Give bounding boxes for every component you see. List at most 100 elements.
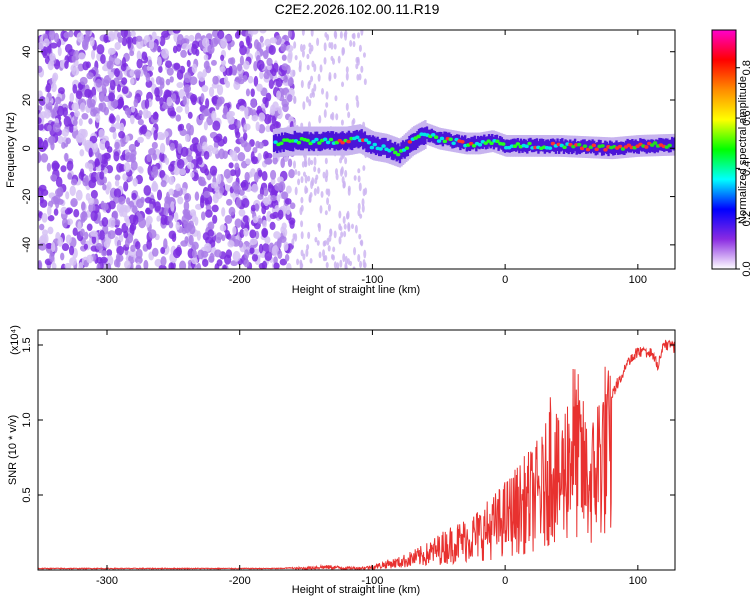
noise-speckle — [65, 137, 71, 145]
noise-speckle — [110, 48, 116, 55]
spectrogram-y-ticks: -40 -20 0 20 40 — [21, 46, 675, 253]
colorbar-tick-label: 0.2 — [741, 211, 750, 226]
noise-speckle — [143, 259, 149, 269]
noise-speckle — [263, 71, 270, 80]
noise-speckle — [159, 77, 165, 86]
noise-speckle — [130, 149, 137, 157]
noise-speckle — [326, 237, 330, 246]
noise-speckle — [175, 105, 183, 113]
noise-speckle — [135, 264, 142, 269]
noise-speckle — [297, 178, 301, 186]
noise-speckle — [64, 208, 72, 215]
ridge-band — [535, 138, 539, 151]
noise-speckle — [168, 262, 175, 269]
ridge-band — [647, 139, 650, 153]
noise-speckle — [312, 91, 316, 98]
ridge-band — [328, 132, 332, 150]
colorbar-tick-label: 0.8 — [741, 60, 750, 75]
noise-speckle — [357, 202, 361, 211]
noise-speckle — [338, 223, 342, 231]
noise-speckle — [173, 62, 181, 70]
noise-speckle — [133, 98, 139, 108]
noise-speckle — [112, 131, 117, 140]
noise-speckle — [75, 189, 83, 201]
noise-speckle — [294, 186, 298, 196]
noise-speckle — [96, 44, 105, 55]
colorbar-tick-label: 0.0 — [741, 261, 750, 276]
noise-speckle — [324, 157, 328, 165]
ridge-band — [505, 139, 508, 153]
noise-speckle — [47, 226, 54, 235]
noise-speckle — [141, 51, 148, 61]
noise-speckle — [281, 222, 287, 230]
noise-speckle — [151, 247, 159, 257]
noise-speckle — [321, 88, 325, 95]
ridge-band — [549, 138, 553, 152]
noise-speckle — [286, 94, 293, 103]
noise-speckle — [214, 263, 220, 269]
noise-speckle — [176, 69, 184, 80]
noise-speckle — [45, 242, 53, 249]
noise-speckle — [158, 264, 167, 269]
noise-speckle — [49, 42, 58, 49]
ridge-core — [355, 135, 360, 140]
noise-speckle — [181, 214, 190, 225]
noise-speckle — [261, 260, 268, 269]
noise-speckle — [332, 246, 336, 253]
noise-speckle — [118, 196, 126, 205]
ridge-band — [506, 139, 510, 153]
noise-speckle — [360, 239, 364, 247]
ridge-band — [648, 140, 652, 153]
noise-speckle — [69, 92, 75, 103]
snr-x-tick-label: 0 — [502, 575, 508, 587]
ridge-core — [585, 147, 591, 152]
ridge-core — [325, 140, 331, 145]
noise-speckle — [135, 35, 143, 42]
noise-speckle — [240, 179, 249, 191]
noise-speckle — [106, 262, 112, 269]
noise-speckle — [100, 154, 108, 165]
noise-speckle — [317, 167, 321, 174]
noise-speckle — [66, 160, 74, 171]
noise-speckle — [241, 198, 250, 208]
noise-speckle — [75, 133, 84, 143]
ridge-core — [512, 144, 518, 149]
noise-speckle — [153, 129, 158, 141]
snr-x-ticks: -300 -200 -100 0 100 — [96, 330, 647, 587]
noise-speckle — [308, 42, 312, 48]
noise-speckle — [352, 118, 356, 125]
noise-speckle — [313, 187, 317, 196]
noise-speckle — [297, 170, 301, 176]
noise-speckle — [294, 55, 298, 61]
noise-speckle — [86, 72, 94, 80]
noise-speckle — [130, 160, 138, 171]
spectrogram-x-tick-label: -300 — [96, 274, 118, 286]
noise-speckle — [221, 207, 226, 217]
noise-speckle — [94, 157, 100, 168]
noise-speckle — [184, 192, 192, 203]
spectrogram-y-axis-label: Frequency (Hz) — [5, 112, 17, 188]
noise-speckle — [39, 195, 44, 204]
spectrogram-x-ticks: -300 -200 -100 0 100 — [96, 30, 647, 286]
noise-speckle — [125, 197, 131, 205]
noise-speckle — [323, 57, 327, 65]
noise-speckle — [71, 102, 80, 112]
noise-speckle — [145, 215, 153, 225]
ridge-band — [578, 141, 582, 155]
noise-speckle — [323, 42, 327, 52]
noise-speckle — [257, 169, 263, 178]
noise-speckle — [236, 119, 241, 129]
noise-speckle — [47, 205, 52, 217]
snr-x-axis-label: Height of straight line (km) — [292, 584, 420, 596]
noise-speckle — [208, 86, 215, 97]
noise-speckle — [301, 30, 305, 36]
ridge-core — [547, 146, 553, 150]
noise-speckle — [235, 197, 242, 208]
noise-speckle — [242, 75, 248, 82]
noise-speckle — [285, 185, 292, 194]
noise-speckle — [49, 52, 56, 61]
noise-speckle — [292, 233, 296, 240]
ridge-band — [282, 135, 285, 152]
noise-speckle — [163, 238, 168, 250]
ridge-core — [366, 140, 372, 145]
